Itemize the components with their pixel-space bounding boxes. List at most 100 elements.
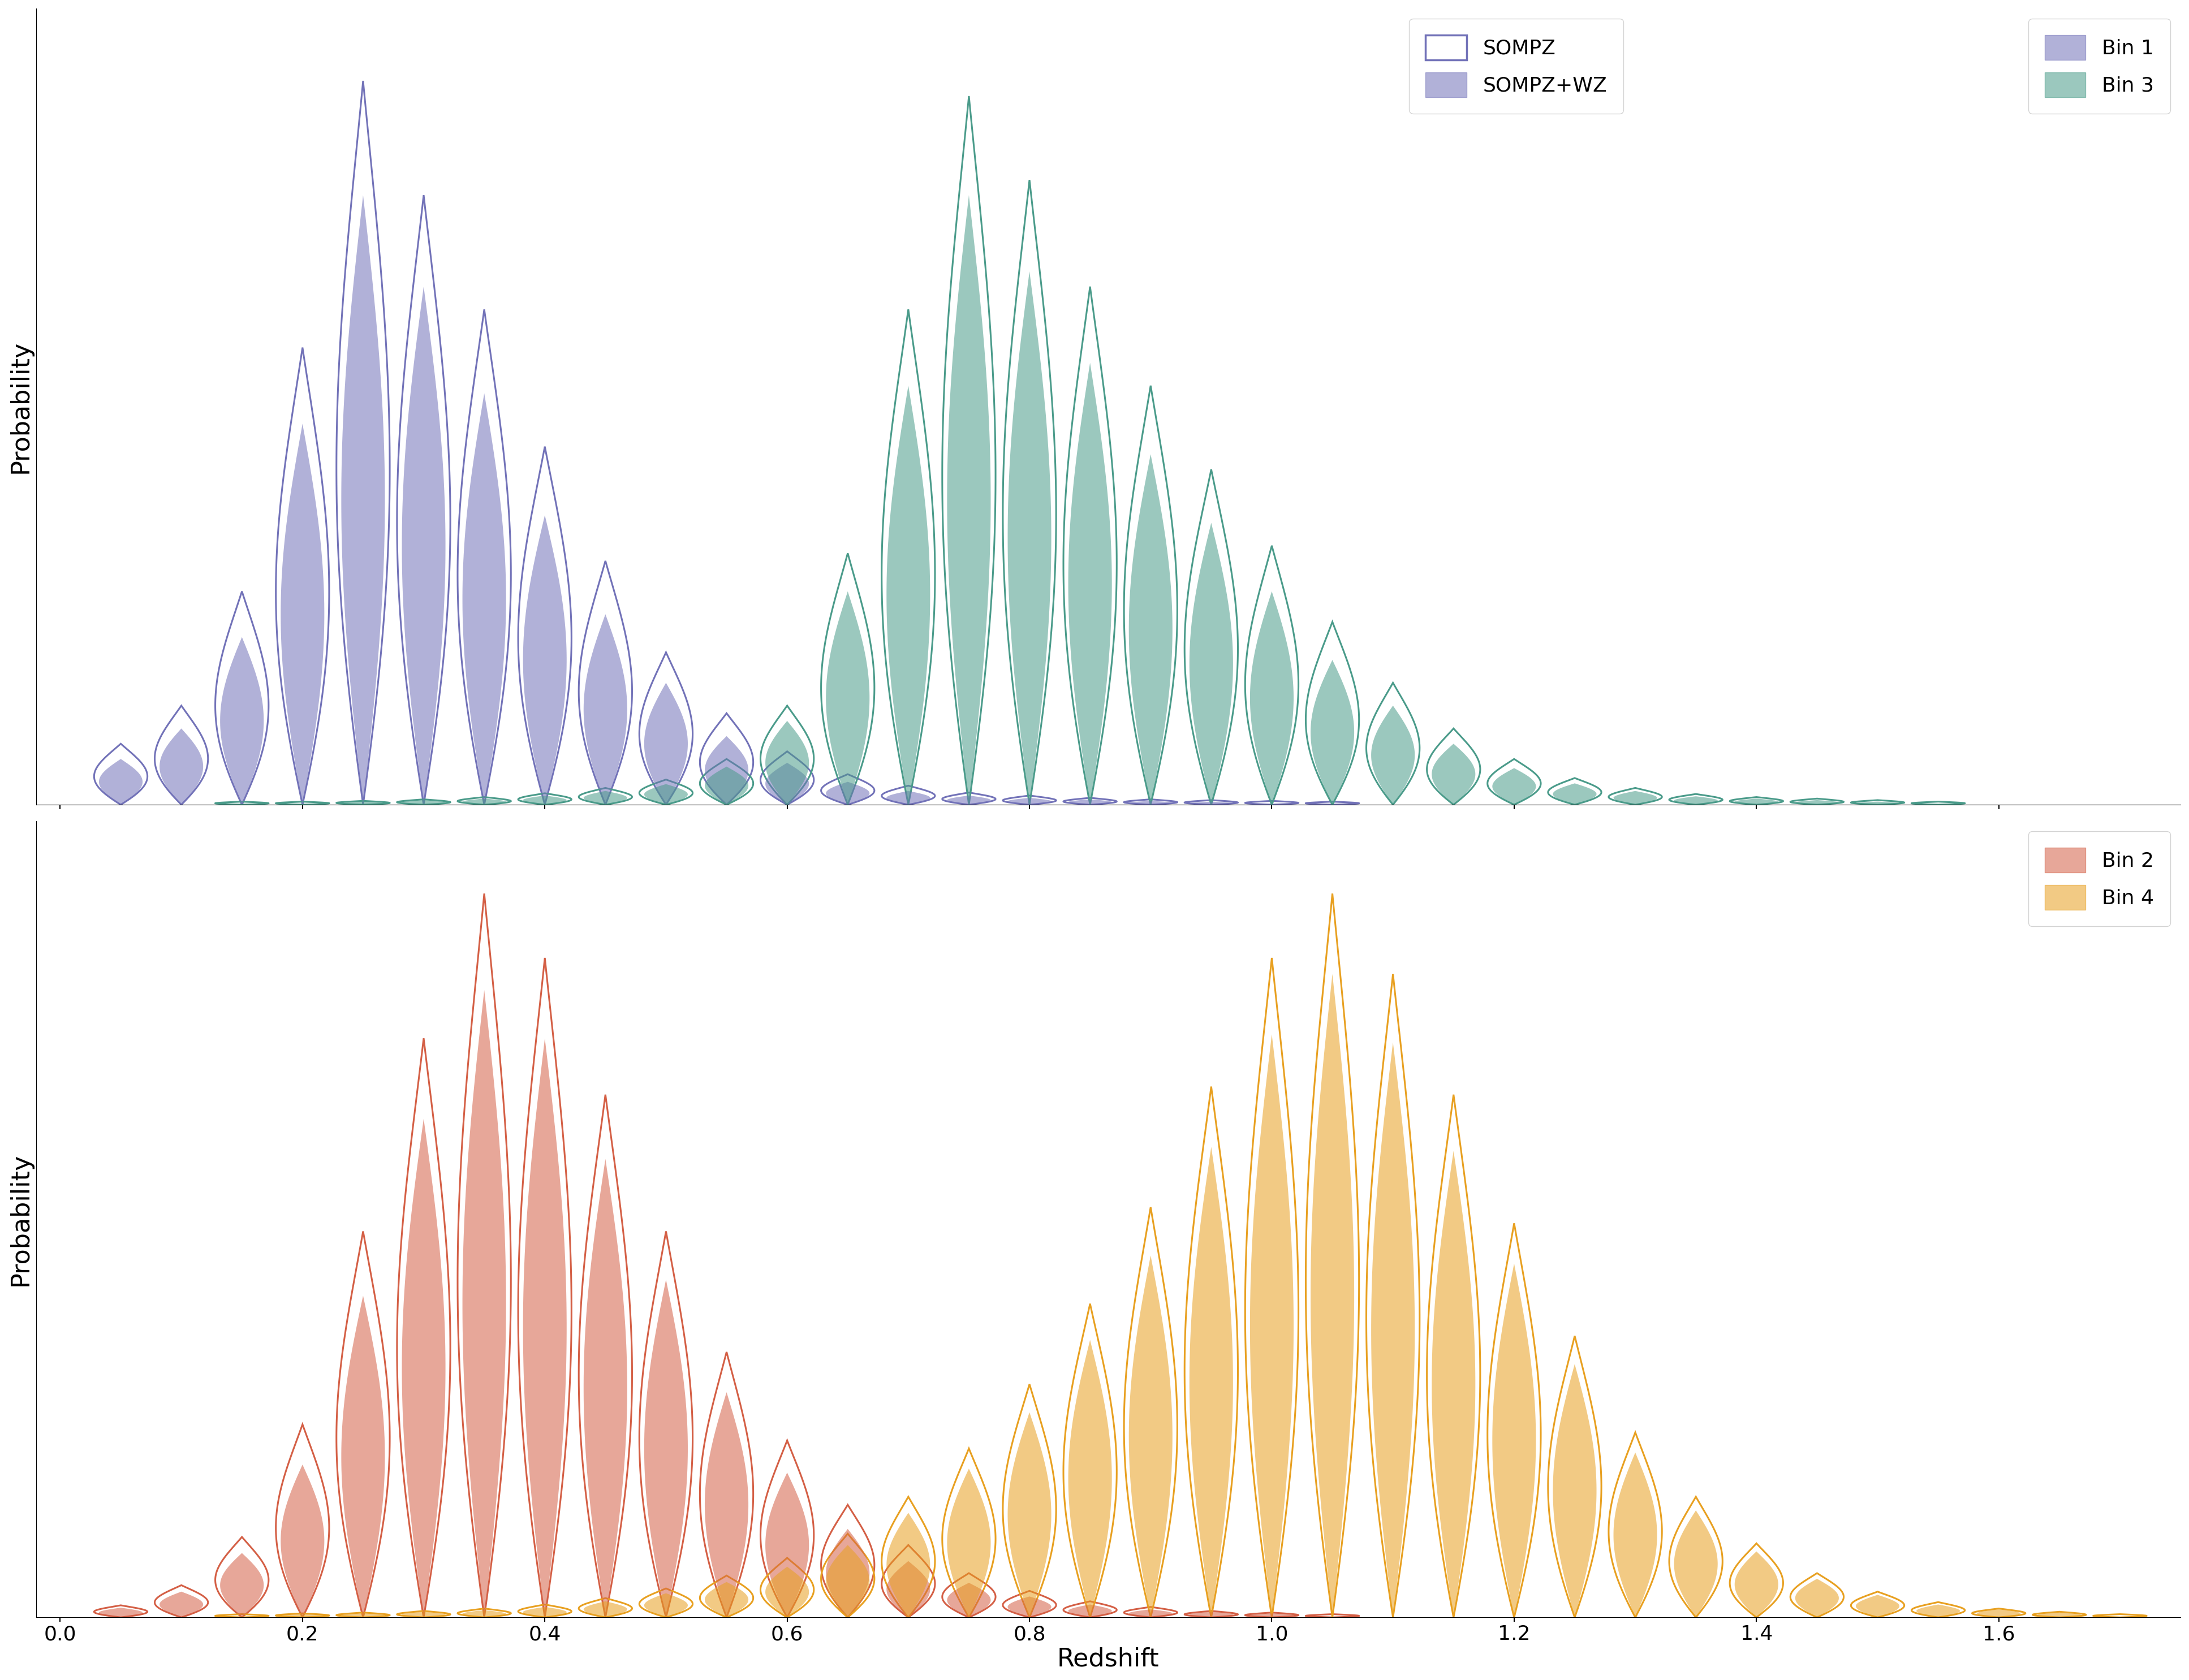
Polygon shape — [766, 721, 810, 805]
Polygon shape — [280, 423, 324, 805]
Polygon shape — [825, 591, 869, 805]
Polygon shape — [825, 1546, 869, 1618]
Polygon shape — [160, 729, 204, 805]
Polygon shape — [1007, 1596, 1051, 1618]
Polygon shape — [948, 796, 992, 805]
Polygon shape — [1493, 768, 1537, 805]
Polygon shape — [1250, 1035, 1294, 1618]
Polygon shape — [403, 800, 447, 805]
Polygon shape — [1311, 660, 1355, 805]
Y-axis label: Probability: Probability — [9, 1152, 33, 1285]
Polygon shape — [462, 798, 506, 805]
Polygon shape — [1189, 1147, 1232, 1618]
Polygon shape — [341, 1295, 385, 1618]
Polygon shape — [1250, 1613, 1294, 1618]
Polygon shape — [1856, 801, 1900, 805]
Polygon shape — [341, 195, 385, 805]
Polygon shape — [1734, 798, 1777, 805]
Polygon shape — [1856, 1594, 1900, 1618]
Polygon shape — [887, 386, 930, 805]
Polygon shape — [584, 791, 628, 805]
Polygon shape — [766, 763, 810, 805]
Polygon shape — [887, 1561, 930, 1618]
Polygon shape — [948, 1583, 992, 1618]
Polygon shape — [523, 796, 567, 805]
Polygon shape — [1189, 522, 1232, 805]
Polygon shape — [584, 1159, 628, 1618]
Polygon shape — [462, 990, 506, 1618]
Polygon shape — [1552, 783, 1596, 805]
Polygon shape — [1552, 1364, 1596, 1618]
Polygon shape — [1675, 796, 1718, 805]
Polygon shape — [160, 1591, 204, 1618]
Polygon shape — [403, 1119, 447, 1618]
Polygon shape — [766, 1567, 810, 1618]
Polygon shape — [1795, 1579, 1839, 1618]
Polygon shape — [1250, 591, 1294, 805]
Polygon shape — [584, 615, 628, 805]
X-axis label: Redshift: Redshift — [1057, 1646, 1160, 1672]
Polygon shape — [1007, 798, 1051, 805]
Polygon shape — [1130, 801, 1173, 805]
Legend: Bin 2, Bin 4: Bin 2, Bin 4 — [2029, 832, 2169, 926]
Polygon shape — [1734, 1551, 1777, 1618]
Polygon shape — [2038, 1613, 2082, 1618]
Polygon shape — [644, 1280, 687, 1618]
Polygon shape — [462, 393, 506, 805]
Polygon shape — [1493, 1263, 1537, 1618]
Polygon shape — [1130, 454, 1173, 805]
Polygon shape — [1007, 272, 1051, 805]
Polygon shape — [341, 801, 385, 805]
Polygon shape — [221, 1552, 263, 1618]
Polygon shape — [221, 637, 263, 805]
Polygon shape — [705, 766, 749, 805]
Polygon shape — [1432, 1151, 1475, 1618]
Polygon shape — [99, 759, 142, 805]
Polygon shape — [825, 1529, 869, 1618]
Polygon shape — [1432, 744, 1475, 805]
Polygon shape — [1007, 1413, 1051, 1618]
Polygon shape — [1068, 1341, 1112, 1618]
Polygon shape — [1977, 1609, 2020, 1618]
Polygon shape — [1189, 801, 1232, 805]
Polygon shape — [887, 791, 930, 805]
Polygon shape — [1370, 706, 1414, 805]
Legend: Bin 1, Bin 3: Bin 1, Bin 3 — [2029, 18, 2169, 114]
Polygon shape — [1613, 791, 1657, 805]
Polygon shape — [1795, 800, 1839, 805]
Polygon shape — [403, 1611, 447, 1618]
Polygon shape — [403, 287, 447, 805]
Polygon shape — [1613, 1453, 1657, 1618]
Polygon shape — [1068, 800, 1112, 805]
Polygon shape — [280, 1465, 324, 1618]
Polygon shape — [1675, 1510, 1718, 1618]
Polygon shape — [1130, 1255, 1173, 1618]
Polygon shape — [825, 781, 869, 805]
Polygon shape — [1311, 974, 1355, 1618]
Polygon shape — [1370, 1042, 1414, 1618]
Polygon shape — [341, 1613, 385, 1618]
Polygon shape — [644, 785, 687, 805]
Polygon shape — [584, 1601, 628, 1618]
Polygon shape — [1068, 363, 1112, 805]
Polygon shape — [887, 1512, 930, 1618]
Polygon shape — [948, 195, 992, 805]
Polygon shape — [948, 1468, 992, 1618]
Polygon shape — [1130, 1609, 1173, 1618]
Polygon shape — [280, 1614, 324, 1618]
Polygon shape — [1915, 1604, 1959, 1618]
Polygon shape — [523, 1606, 567, 1618]
Polygon shape — [705, 1583, 749, 1618]
Y-axis label: Probability: Probability — [9, 339, 33, 474]
Polygon shape — [644, 1593, 687, 1618]
Polygon shape — [1068, 1604, 1112, 1618]
Polygon shape — [523, 516, 567, 805]
Polygon shape — [705, 736, 749, 805]
Polygon shape — [644, 682, 687, 805]
Polygon shape — [99, 1608, 142, 1618]
Polygon shape — [705, 1393, 749, 1618]
Polygon shape — [523, 1038, 567, 1618]
Polygon shape — [462, 1609, 506, 1618]
Polygon shape — [1189, 1611, 1232, 1618]
Polygon shape — [766, 1473, 810, 1618]
